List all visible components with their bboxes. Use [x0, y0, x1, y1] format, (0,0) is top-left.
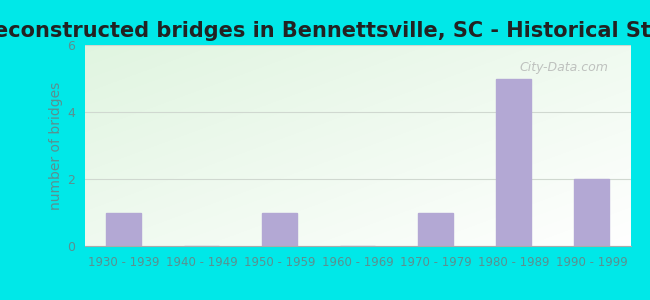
Bar [106, 212, 141, 246]
Text: City-Data.com: City-Data.com [520, 61, 608, 74]
Bar [496, 79, 531, 246]
Bar [574, 179, 609, 246]
Bar [262, 212, 297, 246]
Y-axis label: number of bridges: number of bridges [49, 81, 62, 210]
Bar [418, 212, 453, 246]
Title: Reconstructed bridges in Bennettsville, SC - Historical Statistics: Reconstructed bridges in Bennettsville, … [0, 21, 650, 41]
